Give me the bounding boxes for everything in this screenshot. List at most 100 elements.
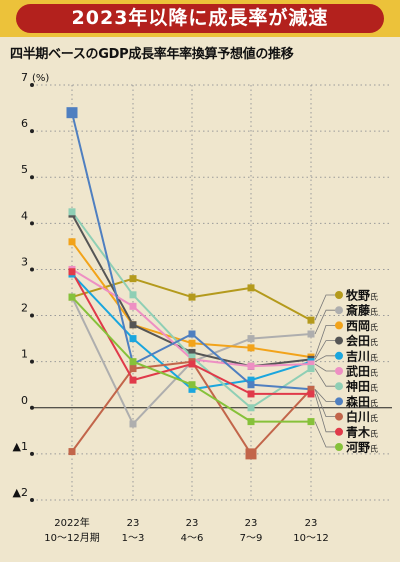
legend-dot-斎藤 [335, 306, 343, 315]
x-tick-label: 23 [186, 518, 199, 529]
legend-suffix: 氏 [370, 384, 378, 393]
data-point-武田 [247, 362, 255, 370]
data-point-吉川 [129, 335, 137, 343]
data-point-武田 [307, 360, 315, 368]
legend-dot-会田 [335, 336, 343, 345]
legend-suffix: 氏 [370, 369, 378, 378]
data-point-牧野 [129, 275, 137, 283]
legend-leader [314, 355, 336, 363]
legend-dot-吉川 [335, 351, 343, 360]
legend-label-西岡: 西岡氏 [346, 319, 378, 333]
chart-subtitle: 四半期ベースのGDP成長率年率換算予想値の推移 [10, 47, 294, 62]
x-tick-label: 4〜6 [181, 533, 204, 544]
data-point-西岡 [247, 344, 255, 352]
legend-label-神田: 神田氏 [346, 379, 378, 394]
legend-label-斎藤: 斎藤氏 [346, 303, 378, 318]
legend-suffix: 氏 [370, 399, 378, 408]
legend-dot-牧野 [335, 291, 343, 299]
data-point-斎藤 [307, 330, 315, 338]
data-point-西岡 [188, 339, 196, 347]
legend-suffix: 氏 [370, 323, 378, 332]
data-point-白川 [68, 448, 76, 456]
legend-leader [314, 421, 336, 448]
legend-suffix: 氏 [370, 293, 378, 302]
y-tick-label: 0 [21, 394, 28, 407]
chart-title: 2023年以降に成長率が減速 [16, 4, 384, 33]
legend-dot-白川 [335, 412, 343, 421]
data-point-西岡 [68, 238, 76, 246]
y-tick-label: 4 [21, 209, 28, 222]
legend-leader [314, 389, 336, 402]
data-point-牧野 [188, 293, 196, 301]
legend-suffix: 氏 [370, 414, 378, 423]
y-tick-dot [30, 313, 34, 318]
legend-suffix: 氏 [370, 353, 378, 362]
x-tick-label: 7〜9 [240, 533, 263, 544]
y-tick-dot [30, 129, 34, 134]
legend-suffix: 氏 [370, 308, 378, 317]
data-point-青木 [247, 390, 255, 398]
legend-label-会田: 会田氏 [346, 333, 378, 348]
data-point-青木 [188, 360, 196, 368]
legend-leader [314, 324, 336, 358]
data-point-斎藤 [247, 335, 255, 343]
y-tick-label: 2 [21, 302, 28, 315]
legend-dot-森田 [335, 397, 343, 406]
data-point-牧野 [247, 284, 255, 292]
legend-leader [314, 309, 336, 335]
data-point-河野 [307, 418, 315, 426]
data-point-河野 [68, 293, 76, 301]
data-point-神田 [129, 291, 137, 299]
data-point-斎藤 [129, 420, 137, 428]
x-tick-label: 10〜12 [293, 533, 328, 544]
data-point-白川 [307, 385, 315, 393]
x-tick-label: 23 [245, 518, 258, 529]
legend-suffix: 氏 [370, 429, 378, 438]
legend-suffix: 氏 [370, 338, 378, 347]
legend-leader [314, 393, 336, 433]
data-point-森田 [247, 381, 255, 389]
data-point-神田 [247, 404, 255, 412]
y-tick-label: ▲1 [13, 440, 28, 453]
data-point-河野 [188, 381, 196, 389]
data-point-青木 [68, 268, 76, 276]
legend-dot-河野 [335, 443, 343, 451]
legend-leader [314, 294, 336, 321]
legend-dot-神田 [335, 382, 343, 391]
data-point-武田 [129, 302, 137, 310]
legend-label-武田: 武田氏 [346, 364, 378, 379]
data-point-青木 [129, 376, 137, 384]
y-tick-label: 1 [21, 348, 28, 361]
series-line-森田 [71, 112, 312, 391]
legend-leader [314, 368, 336, 387]
x-tick-label: 23 [127, 518, 140, 529]
data-point-河野 [247, 418, 255, 426]
x-tick-label: 23 [305, 518, 318, 529]
legend-leader [314, 340, 336, 360]
legend-dot-青木 [335, 427, 343, 436]
y-tick-dot [30, 221, 34, 226]
data-point-白川 [245, 448, 257, 460]
y-tick-label: ▲2 [13, 486, 28, 499]
legend-suffix: 氏 [370, 445, 378, 454]
data-point-青木 [307, 390, 315, 398]
data-point-牧野 [307, 316, 315, 324]
legend-label-吉川: 吉川氏 [346, 348, 378, 363]
y-axis-unit: (%) [32, 73, 49, 84]
y-tick-label: 6 [21, 117, 28, 130]
legend-leader [314, 389, 336, 418]
y-tick-dot [30, 405, 34, 410]
data-point-河野 [129, 358, 137, 366]
series-markers [66, 107, 315, 460]
title-banner: 2023年以降に成長率が減速 [0, 0, 400, 37]
data-point-吉川 [188, 385, 196, 393]
legend-label-森田: 森田氏 [346, 394, 378, 409]
legend-label-白川: 白川氏 [346, 409, 378, 424]
x-tick-label: 10〜12月期 [44, 532, 99, 544]
y-tick-label: 7 [21, 71, 28, 84]
x-tick-label: 1〜3 [122, 533, 145, 544]
data-point-白川 [129, 365, 137, 373]
data-point-森田 [66, 107, 78, 119]
